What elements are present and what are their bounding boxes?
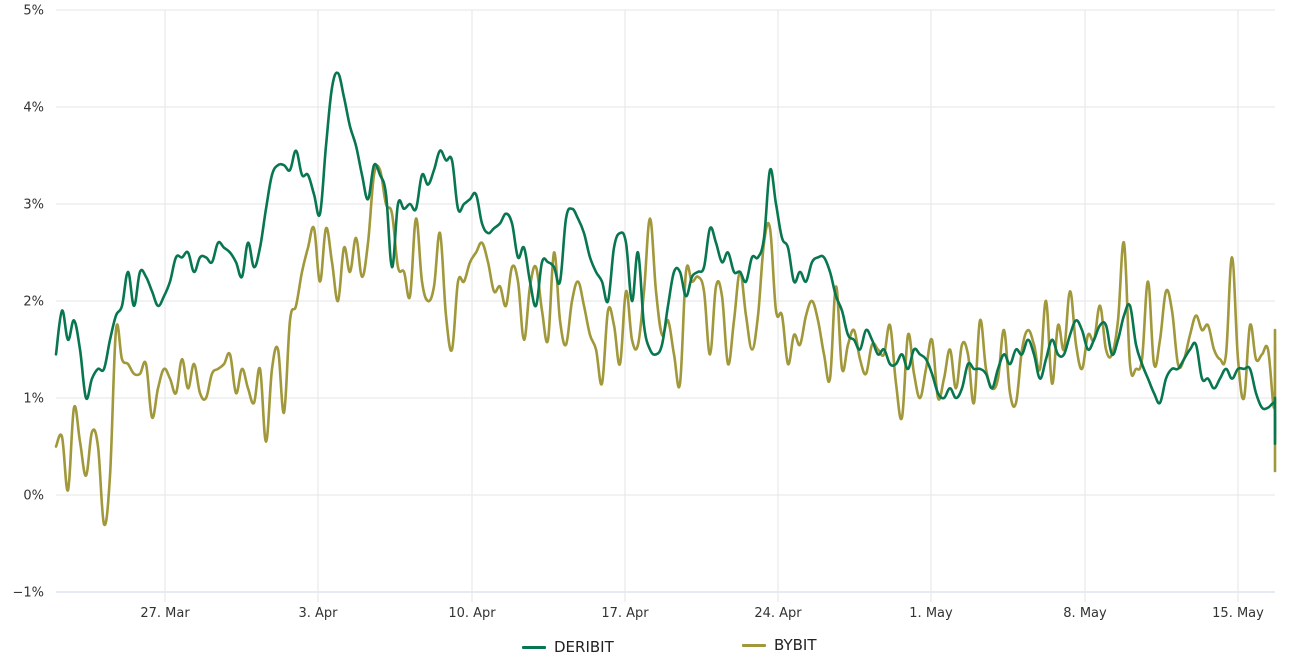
series-line-bybit[interactable] xyxy=(54,164,1277,527)
x-tick-label: 8. May xyxy=(1063,606,1107,621)
x-tick-label: 27. Mar xyxy=(140,606,190,621)
y-tick-label: 3% xyxy=(23,197,44,213)
legend-line-icon xyxy=(522,645,546,649)
x-tick-label: 17. Apr xyxy=(601,606,649,621)
legend-item-bybit[interactable]: BYBIT xyxy=(742,636,817,654)
plot-area xyxy=(54,71,1277,527)
legend-line-icon xyxy=(742,643,766,647)
legend-item-deribit[interactable]: DERIBIT xyxy=(522,638,614,656)
y-tick-label: 0% xyxy=(23,488,44,504)
legend-label: BYBIT xyxy=(774,636,817,654)
y-tick-label: 2% xyxy=(23,294,44,310)
x-tick-label: 10. Apr xyxy=(448,606,496,621)
x-tick-label: 1. May xyxy=(909,606,953,621)
x-tick-label: 15. May xyxy=(1212,606,1264,621)
y-tick-label: 5% xyxy=(23,3,44,19)
y-tick-label: 1% xyxy=(23,391,44,407)
series-line-deribit[interactable] xyxy=(54,71,1277,445)
y-tick-label: 4% xyxy=(23,100,44,116)
y-tick-label: −1% xyxy=(12,585,44,601)
x-tick-label: 24. Apr xyxy=(754,606,802,621)
chart-grid xyxy=(56,9,1275,602)
x-tick-label: 3. Apr xyxy=(298,606,338,621)
legend-label: DERIBIT xyxy=(554,638,614,656)
